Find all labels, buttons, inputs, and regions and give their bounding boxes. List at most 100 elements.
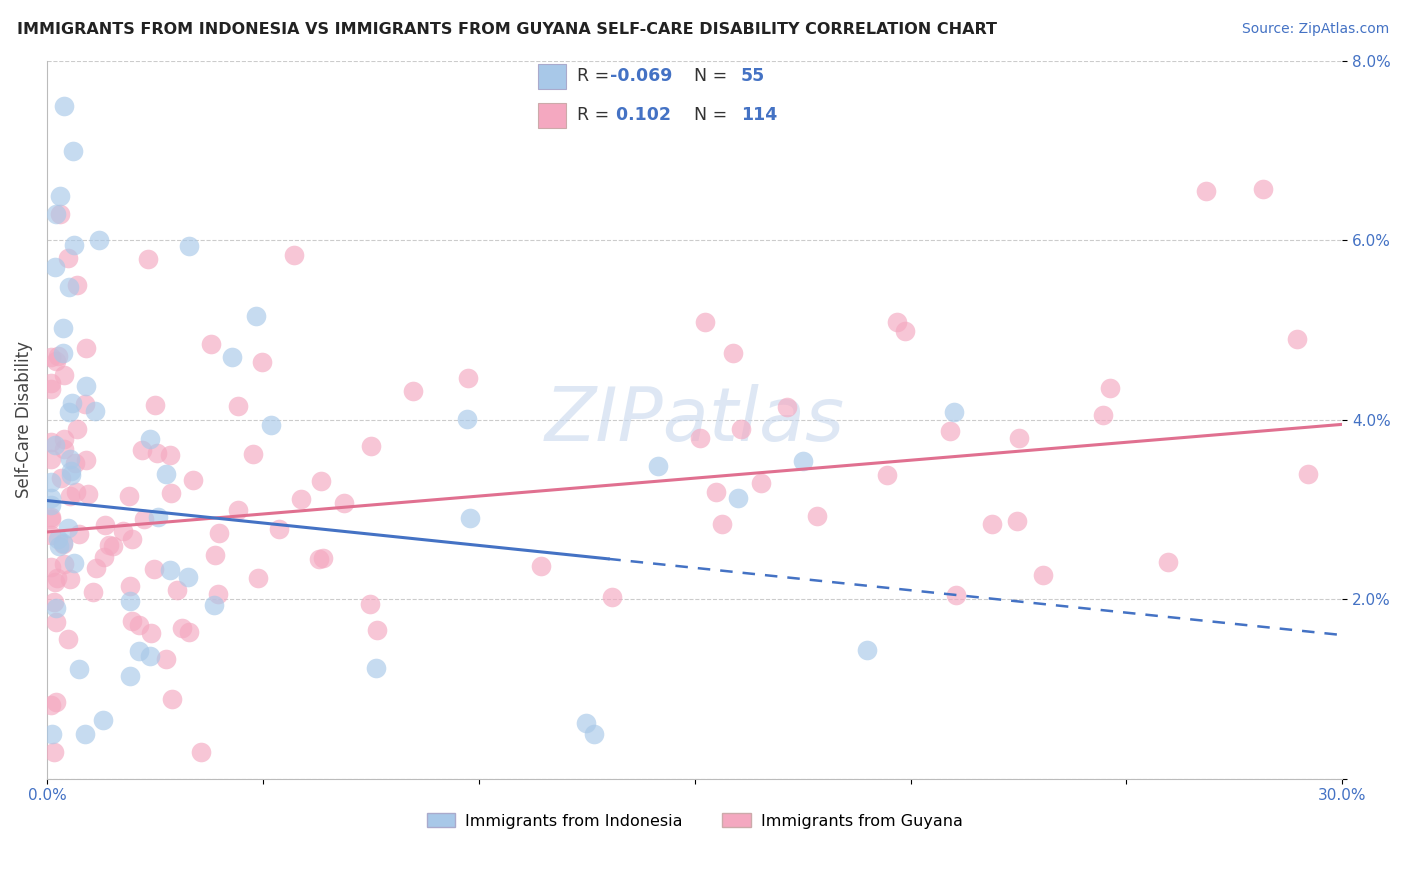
Point: [97, 538, 120, 552]
Point: [945, 588, 967, 602]
Point: [142, 562, 165, 576]
Point: [177, 570, 200, 584]
Point: [155, 651, 177, 665]
Point: [52, 558, 75, 572]
Point: [200, 337, 222, 351]
Point: [65, 485, 87, 500]
Point: [207, 587, 229, 601]
Point: [59, 467, 82, 482]
Point: [221, 351, 243, 365]
Point: [143, 398, 166, 412]
Point: [138, 432, 160, 446]
Point: [582, 727, 605, 741]
Point: [66, 278, 89, 293]
Point: [118, 489, 141, 503]
Point: [155, 467, 177, 482]
Point: [62, 144, 84, 158]
Point: [53, 99, 76, 113]
Point: [52, 536, 75, 550]
Point: [39, 510, 62, 524]
Point: [56, 521, 79, 535]
Point: [139, 648, 162, 663]
Point: [245, 309, 267, 323]
Point: [49, 206, 72, 220]
Point: [53, 368, 76, 382]
Point: [246, 571, 269, 585]
Point: [46, 571, 69, 585]
Point: [146, 509, 169, 524]
Point: [112, 524, 135, 538]
Point: [136, 252, 159, 266]
Point: [67, 662, 90, 676]
Point: [59, 572, 82, 586]
Point: [44, 438, 66, 452]
Point: [121, 614, 143, 628]
Point: [530, 559, 553, 574]
Point: [806, 508, 828, 523]
Point: [63, 456, 86, 470]
Point: [52, 442, 75, 456]
Point: [458, 511, 481, 525]
Point: [1007, 431, 1029, 445]
Point: [402, 384, 425, 398]
Point: [56, 632, 79, 646]
Point: [66, 422, 89, 436]
Text: ZIPatlas: ZIPatlas: [544, 384, 845, 456]
Point: [308, 552, 330, 566]
Point: [128, 644, 150, 658]
Point: [145, 445, 167, 459]
Point: [93, 549, 115, 564]
Point: [886, 315, 908, 329]
Point: [128, 618, 150, 632]
Point: [58, 252, 80, 266]
Point: [45, 354, 67, 368]
Point: [1286, 332, 1309, 346]
Point: [63, 556, 86, 570]
Point: [62, 238, 84, 252]
Point: [704, 484, 727, 499]
Point: [91, 714, 114, 728]
Point: [46, 349, 69, 363]
Point: [59, 464, 82, 478]
Point: [181, 473, 204, 487]
Point: [208, 525, 231, 540]
Point: [366, 661, 388, 675]
Point: [132, 512, 155, 526]
Point: [893, 325, 915, 339]
Point: [202, 598, 225, 612]
Point: [730, 422, 752, 436]
Point: [82, 585, 104, 599]
Point: [59, 489, 82, 503]
Point: [48, 539, 70, 553]
Point: [131, 443, 153, 458]
Point: [204, 548, 226, 562]
Text: -0.069: -0.069: [610, 68, 672, 86]
Point: [39, 475, 62, 490]
Point: [776, 401, 799, 415]
Point: [1091, 408, 1114, 422]
Point: [44, 260, 66, 275]
Point: [39, 698, 62, 712]
Point: [689, 431, 711, 445]
Point: [44, 595, 66, 609]
Point: [159, 449, 181, 463]
Point: [190, 745, 212, 759]
Point: [52, 321, 75, 335]
Point: [52, 537, 75, 551]
Point: [792, 454, 814, 468]
Point: [876, 468, 898, 483]
Point: [75, 727, 97, 741]
Text: R =: R =: [576, 68, 614, 86]
Point: [84, 561, 107, 575]
Point: [172, 621, 194, 635]
Point: [118, 669, 141, 683]
Point: [44, 574, 66, 589]
Point: [67, 527, 90, 541]
Point: [647, 459, 669, 474]
Text: 114: 114: [741, 106, 778, 124]
Point: [1296, 467, 1319, 481]
Point: [59, 452, 82, 467]
Point: [58, 405, 80, 419]
Point: [45, 695, 67, 709]
Point: [179, 624, 201, 639]
